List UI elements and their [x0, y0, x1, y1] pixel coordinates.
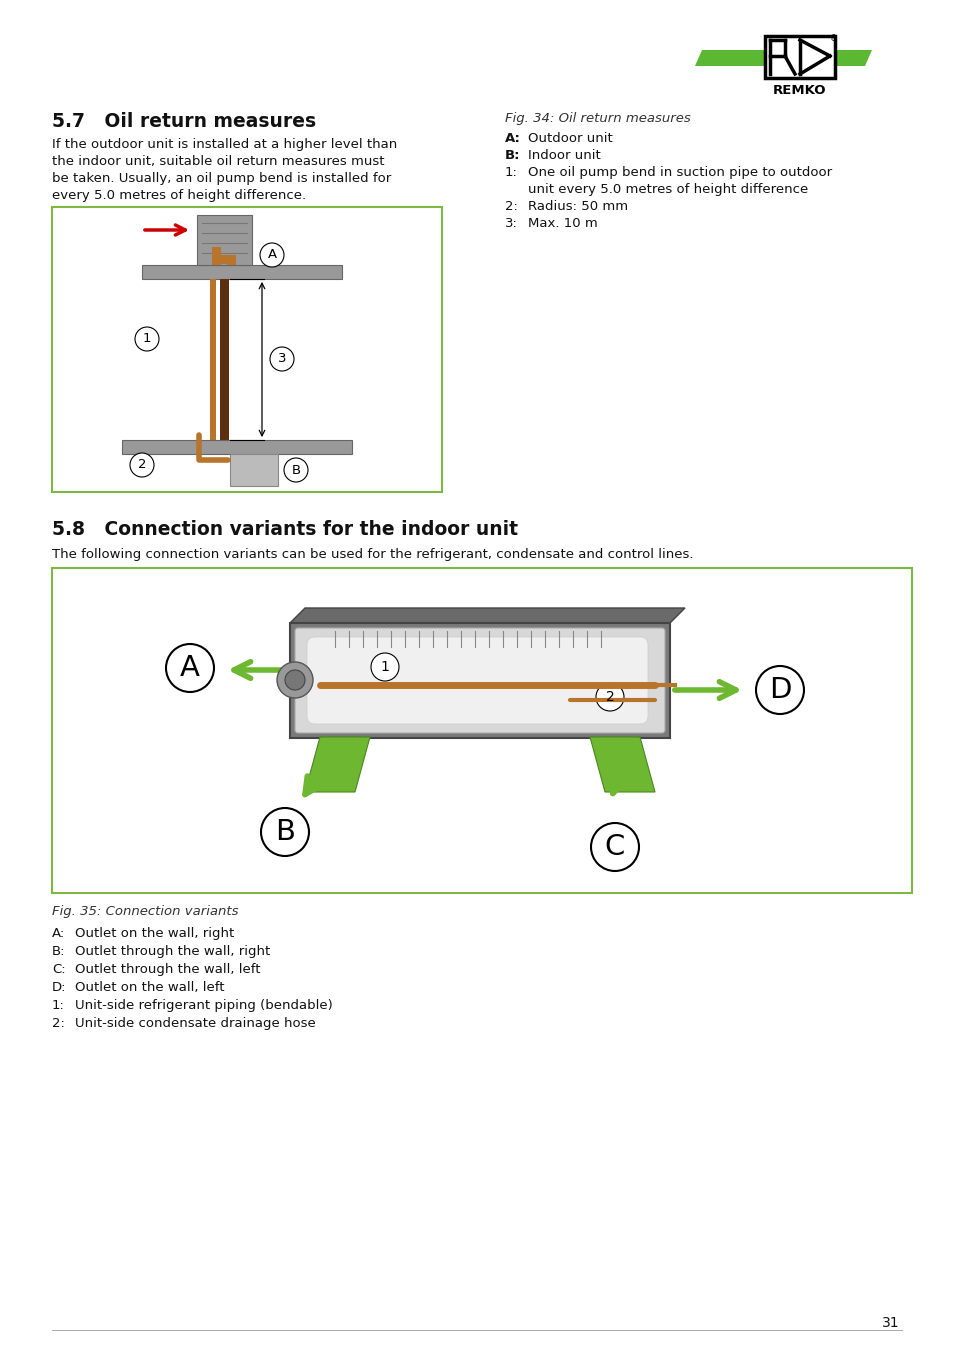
Text: Unit-side condensate drainage hose: Unit-side condensate drainage hose: [75, 1017, 315, 1030]
Text: A: A: [267, 248, 276, 262]
Text: 5.7   Oil return measures: 5.7 Oil return measures: [52, 112, 315, 131]
Text: every 5.0 metres of height difference.: every 5.0 metres of height difference.: [52, 189, 306, 202]
Polygon shape: [305, 737, 370, 792]
Text: 2:: 2:: [52, 1017, 65, 1030]
Circle shape: [284, 458, 308, 482]
Circle shape: [261, 809, 309, 856]
Text: A: A: [180, 653, 200, 682]
Polygon shape: [695, 50, 771, 66]
Text: Indoor unit: Indoor unit: [527, 148, 600, 162]
FancyBboxPatch shape: [294, 628, 664, 733]
Text: 1:: 1:: [504, 166, 517, 180]
FancyBboxPatch shape: [196, 215, 252, 265]
FancyBboxPatch shape: [307, 637, 647, 724]
Text: The following connection variants can be used for the refrigerant, condensate an: The following connection variants can be…: [52, 548, 693, 562]
Text: unit every 5.0 metres of height difference: unit every 5.0 metres of height differen…: [527, 184, 807, 196]
Polygon shape: [794, 50, 871, 66]
Text: Outlet through the wall, right: Outlet through the wall, right: [75, 945, 270, 958]
Text: B: B: [291, 463, 300, 477]
Text: D: D: [768, 676, 790, 703]
Text: B:: B:: [504, 148, 520, 162]
Text: 5.8   Connection variants for the indoor unit: 5.8 Connection variants for the indoor u…: [52, 520, 517, 539]
FancyBboxPatch shape: [52, 207, 441, 491]
Circle shape: [276, 662, 313, 698]
FancyBboxPatch shape: [212, 247, 221, 265]
Text: Outlet on the wall, right: Outlet on the wall, right: [75, 927, 234, 940]
Circle shape: [260, 243, 284, 267]
Circle shape: [755, 666, 803, 714]
FancyBboxPatch shape: [227, 255, 235, 265]
Text: A:: A:: [504, 132, 520, 144]
FancyBboxPatch shape: [142, 265, 341, 279]
Text: the indoor unit, suitable oil return measures must: the indoor unit, suitable oil return mea…: [52, 155, 384, 167]
Text: C:: C:: [52, 963, 66, 976]
FancyBboxPatch shape: [290, 622, 669, 738]
Text: ®: ®: [829, 34, 837, 43]
Text: Outlet on the wall, left: Outlet on the wall, left: [75, 981, 224, 994]
Text: If the outdoor unit is installed at a higher level than: If the outdoor unit is installed at a hi…: [52, 138, 396, 151]
Text: C: C: [604, 833, 624, 861]
Text: One oil pump bend in suction pipe to outdoor: One oil pump bend in suction pipe to out…: [527, 166, 831, 180]
Text: 1: 1: [143, 332, 152, 346]
Circle shape: [371, 653, 398, 680]
Circle shape: [596, 683, 623, 711]
FancyBboxPatch shape: [122, 440, 352, 454]
FancyBboxPatch shape: [230, 454, 277, 486]
Text: be taken. Usually, an oil pump bend is installed for: be taken. Usually, an oil pump bend is i…: [52, 171, 391, 185]
Circle shape: [166, 644, 213, 693]
Text: 1: 1: [380, 660, 389, 674]
Circle shape: [270, 347, 294, 371]
Polygon shape: [290, 608, 684, 622]
FancyBboxPatch shape: [52, 568, 911, 892]
FancyBboxPatch shape: [220, 279, 229, 440]
Text: Unit-side refrigerant piping (bendable): Unit-side refrigerant piping (bendable): [75, 999, 333, 1012]
Text: Radius: 50 mm: Radius: 50 mm: [527, 200, 627, 213]
Circle shape: [130, 454, 153, 477]
Circle shape: [590, 824, 639, 871]
Text: Outlet through the wall, left: Outlet through the wall, left: [75, 963, 260, 976]
Text: 2: 2: [605, 690, 614, 703]
Text: Outdoor unit: Outdoor unit: [527, 132, 612, 144]
Text: 3:: 3:: [504, 217, 517, 230]
Text: 2: 2: [137, 459, 146, 471]
Polygon shape: [589, 737, 655, 792]
Text: A:: A:: [52, 927, 65, 940]
Text: D:: D:: [52, 981, 67, 994]
FancyBboxPatch shape: [210, 279, 215, 440]
Text: Max. 10 m: Max. 10 m: [527, 217, 598, 230]
Circle shape: [285, 670, 305, 690]
FancyBboxPatch shape: [212, 255, 230, 265]
FancyBboxPatch shape: [764, 36, 834, 78]
Text: B:: B:: [52, 945, 66, 958]
Text: B: B: [274, 818, 294, 846]
Text: Fig. 34: Oil return measures: Fig. 34: Oil return measures: [504, 112, 690, 126]
Text: 1:: 1:: [52, 999, 65, 1012]
Text: 2:: 2:: [504, 200, 517, 213]
Text: REMKO: REMKO: [773, 84, 826, 97]
Circle shape: [135, 327, 159, 351]
Text: Fig. 35: Connection variants: Fig. 35: Connection variants: [52, 904, 238, 918]
Text: 31: 31: [882, 1316, 899, 1330]
Text: 3: 3: [277, 352, 286, 366]
